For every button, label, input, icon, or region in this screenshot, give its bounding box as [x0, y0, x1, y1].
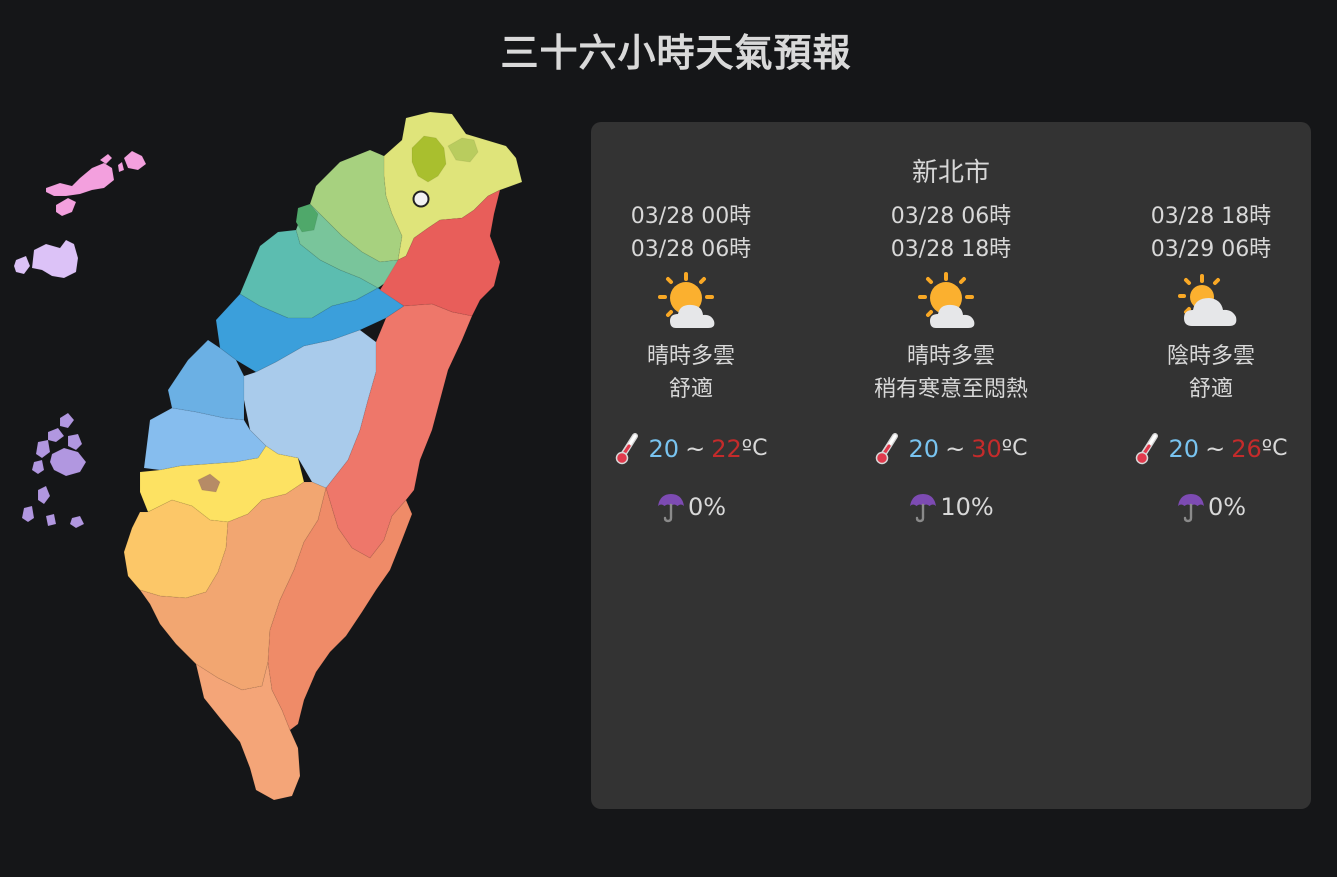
period-start-time: 03/28 18時: [1150, 204, 1272, 229]
max-temperature: 22: [711, 435, 742, 463]
rain-probability-row: 0%: [561, 490, 821, 524]
partly-cloudy-sun-icon: [918, 272, 975, 328]
county-changhua[interactable]: [167, 339, 245, 421]
partly-cloudy-sun-icon: [658, 272, 715, 328]
temperature-row: 20 ~ 22 ºC: [561, 432, 821, 466]
comfort-description: 舒適: [668, 377, 713, 402]
period-start-time: 03/28 00時: [630, 204, 752, 229]
city-name: 新北市: [911, 158, 990, 188]
max-temperature: 26: [1231, 435, 1262, 463]
selected-location-marker[interactable]: [412, 190, 430, 208]
county-hualien[interactable]: [325, 303, 473, 559]
rain-probability: 10%: [940, 493, 994, 521]
thermometer-icon: [615, 433, 638, 465]
county-taitung[interactable]: [267, 486, 413, 731]
county-lienchiang[interactable]: [45, 150, 147, 217]
county-hsinchu-city[interactable]: [295, 203, 319, 233]
taiwan-map: [0, 100, 560, 820]
forecast-period-3: 03/28 18時 03/29 06時 陰時多雲 舒適 20 ~ 26 ºC: [1081, 200, 1337, 524]
umbrella-icon: [657, 494, 684, 523]
page-title: 三十六小時天氣預報: [500, 31, 852, 75]
period-end-time: 03/29 06時: [1150, 237, 1272, 262]
temperature-separator: ~: [1205, 435, 1226, 463]
comfort-description: 舒適: [1188, 377, 1233, 402]
taiwan-map-svg: [13, 111, 523, 801]
period-end-time: 03/28 18時: [890, 237, 1012, 262]
min-temperature: 20: [648, 435, 680, 463]
cloudy-sun-icon: [1178, 274, 1237, 326]
forecast-period-2: 03/28 06時 03/28 18時 晴時多雲 稍有寒意至悶熱 20 ~ 30…: [821, 200, 1081, 524]
forecast-panel: 新北市 03/28 00時 03/28 06時 晴時多雲 舒適 20 ~ 22: [591, 122, 1311, 809]
thermometer-icon: [875, 433, 898, 465]
rain-probability: 0%: [687, 493, 727, 521]
min-temperature: 20: [908, 435, 940, 463]
period-start-time: 03/28 06時: [890, 204, 1012, 229]
comfort-description: 稍有寒意至悶熱: [873, 377, 1028, 402]
min-temperature: 20: [1168, 435, 1200, 463]
rain-probability-row: 10%: [821, 490, 1081, 524]
county-taoyuan[interactable]: [309, 149, 403, 263]
county-keelung[interactable]: [447, 137, 479, 163]
weather-description: 陰時多雲: [1166, 344, 1255, 369]
temperature-separator: ~: [685, 435, 706, 463]
temperature-unit: ºC: [1001, 436, 1028, 461]
temperature-row: 20 ~ 26 ºC: [1081, 432, 1337, 466]
county-taipei[interactable]: [411, 135, 447, 183]
period-end-time: 03/28 06時: [630, 237, 752, 262]
county-kinmen[interactable]: [13, 239, 79, 279]
temperature-unit: ºC: [1261, 436, 1288, 461]
umbrella-icon: [910, 494, 937, 523]
rain-probability-row: 0%: [1081, 490, 1337, 524]
weather-description: 晴時多雲: [906, 344, 995, 369]
temperature-row: 20 ~ 30 ºC: [821, 432, 1081, 466]
county-chiayi-city[interactable]: [197, 473, 221, 493]
max-temperature: 30: [971, 435, 1002, 463]
temperature-unit: ºC: [741, 436, 768, 461]
weather-description: 晴時多雲: [646, 344, 735, 369]
temperature-separator: ~: [945, 435, 966, 463]
forecast-period-1: 03/28 00時 03/28 06時 晴時多雲 舒適 20 ~ 22 ºC: [561, 200, 821, 524]
county-pingtung[interactable]: [195, 661, 301, 801]
rain-probability: 0%: [1207, 493, 1247, 521]
umbrella-icon: [1177, 494, 1204, 523]
thermometer-icon: [1135, 433, 1158, 465]
county-penghu[interactable]: [21, 412, 87, 529]
